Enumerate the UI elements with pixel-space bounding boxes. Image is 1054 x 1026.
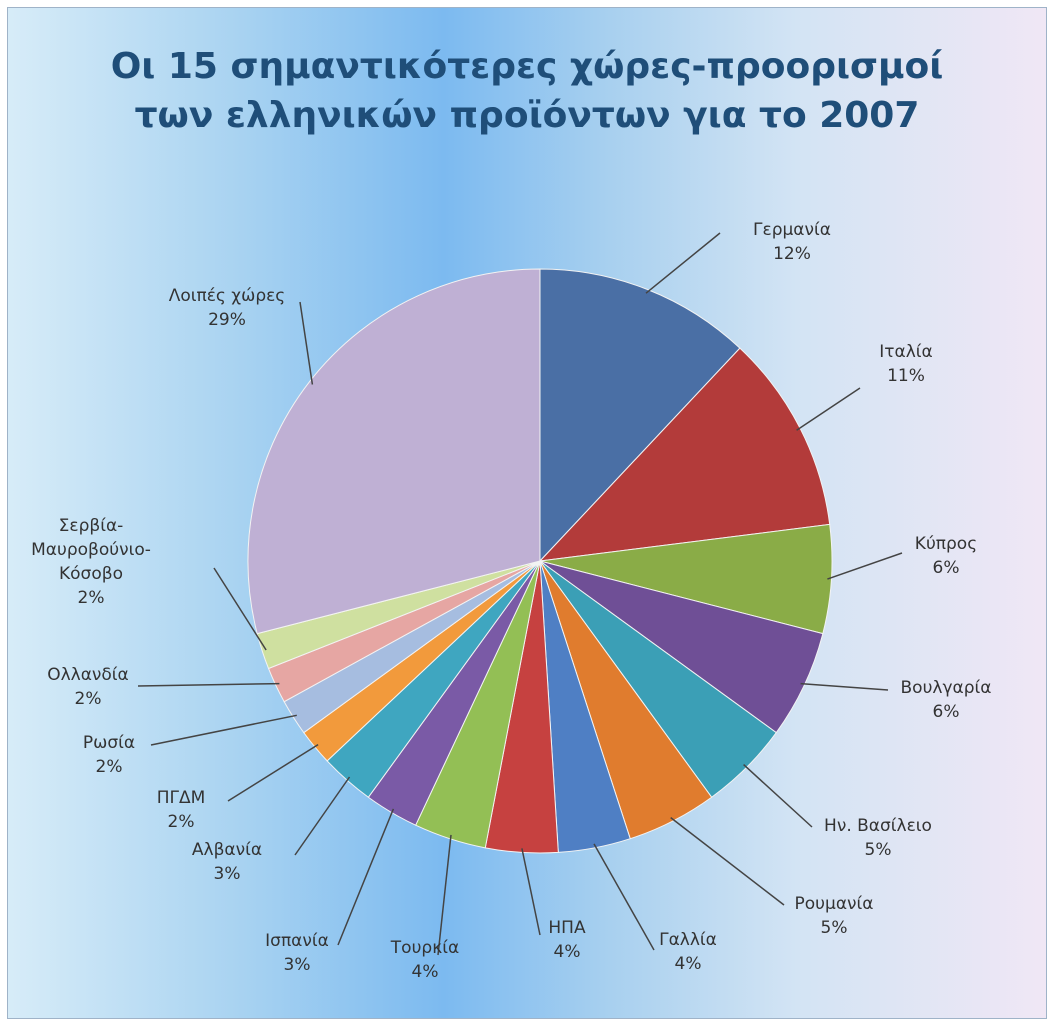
leader-line bbox=[670, 817, 785, 906]
slice-category-label: Αλβανία bbox=[192, 840, 262, 860]
slice-percent-label: 3% bbox=[284, 955, 311, 975]
slice-percent-label: 6% bbox=[933, 558, 960, 578]
slice-percent-label: 4% bbox=[554, 942, 581, 962]
chart-title: Οι 15 σημαντικότερες χώρες-προορισμοί τω… bbox=[111, 46, 944, 136]
slice-percent-label: 12% bbox=[773, 244, 811, 264]
slice-percent-label: 4% bbox=[412, 962, 439, 982]
slice-labels: Γερμανία 12% Ιταλία 11% Κύπρος 6% Βουλγαρία 6% Η… bbox=[31, 220, 991, 982]
leader-line bbox=[800, 682, 889, 691]
chart-title-line-1: Οι 15 σημαντικότερες χώρες-προορισμοί bbox=[111, 46, 944, 87]
chart-title-line-2: των ελληνικών προϊόντων για το 2007 bbox=[135, 95, 920, 136]
slice-percent-label: 5% bbox=[865, 840, 892, 860]
pie-slice bbox=[539, 268, 741, 563]
leader-line bbox=[827, 552, 903, 580]
pie-slice bbox=[247, 268, 541, 635]
leader-line bbox=[227, 743, 319, 802]
leader-line bbox=[137, 682, 280, 687]
leader-line bbox=[213, 567, 267, 651]
slice-category-label: Μαυροβούνιο- bbox=[31, 540, 151, 560]
leader-line bbox=[521, 848, 541, 936]
pie-slices bbox=[247, 268, 833, 854]
slice-category-label: Λοιπές χώρες bbox=[169, 286, 286, 306]
slice-percent-label: 3% bbox=[214, 864, 241, 884]
slice-category-label: Γαλλία bbox=[659, 930, 717, 950]
slice-category-label: Σερβία- bbox=[59, 516, 124, 536]
leader-line bbox=[796, 387, 861, 431]
slice-category-label: Ολλανδία bbox=[47, 665, 129, 685]
slice-category-label: Ην. Βασίλειο bbox=[824, 816, 932, 836]
slice-percent-label: 2% bbox=[78, 588, 105, 608]
slice-category-label: Κόσοβο bbox=[59, 564, 123, 584]
leader-line bbox=[337, 808, 395, 946]
slice-category-label: Ισπανία bbox=[265, 931, 329, 951]
slice-category-label: Ρουμανία bbox=[795, 894, 874, 914]
slice-percent-label: 2% bbox=[96, 757, 123, 777]
slice-category-label: Γερμανία bbox=[753, 220, 831, 240]
slice-percent-label: 11% bbox=[887, 366, 925, 386]
slice-percent-label: 2% bbox=[75, 689, 102, 709]
slice-percent-label: 29% bbox=[208, 310, 246, 330]
slice-category-label: Ρωσία bbox=[83, 733, 135, 753]
leader-line bbox=[593, 843, 655, 951]
slice-percent-label: 6% bbox=[933, 702, 960, 722]
slice-category-label: ΠΓΔΜ bbox=[157, 788, 206, 808]
leader-line bbox=[437, 834, 452, 956]
leader-line bbox=[743, 764, 813, 828]
slice-category-label: Βουλγαρία bbox=[901, 678, 992, 698]
slice-category-label: Κύπρος bbox=[915, 534, 977, 554]
slice-percent-label: 2% bbox=[168, 812, 195, 832]
leader-line bbox=[294, 776, 351, 856]
leader-line bbox=[150, 714, 297, 746]
leader-line bbox=[645, 232, 721, 294]
slice-category-label: Ιταλία bbox=[879, 342, 932, 362]
leader-lines bbox=[137, 232, 903, 956]
slice-category-label: Τουρκία bbox=[390, 938, 459, 958]
slice-category-label: ΗΠΑ bbox=[548, 918, 586, 938]
leader-line bbox=[299, 301, 314, 385]
slice-percent-label: 4% bbox=[675, 954, 702, 974]
slice-percent-label: 5% bbox=[821, 918, 848, 938]
